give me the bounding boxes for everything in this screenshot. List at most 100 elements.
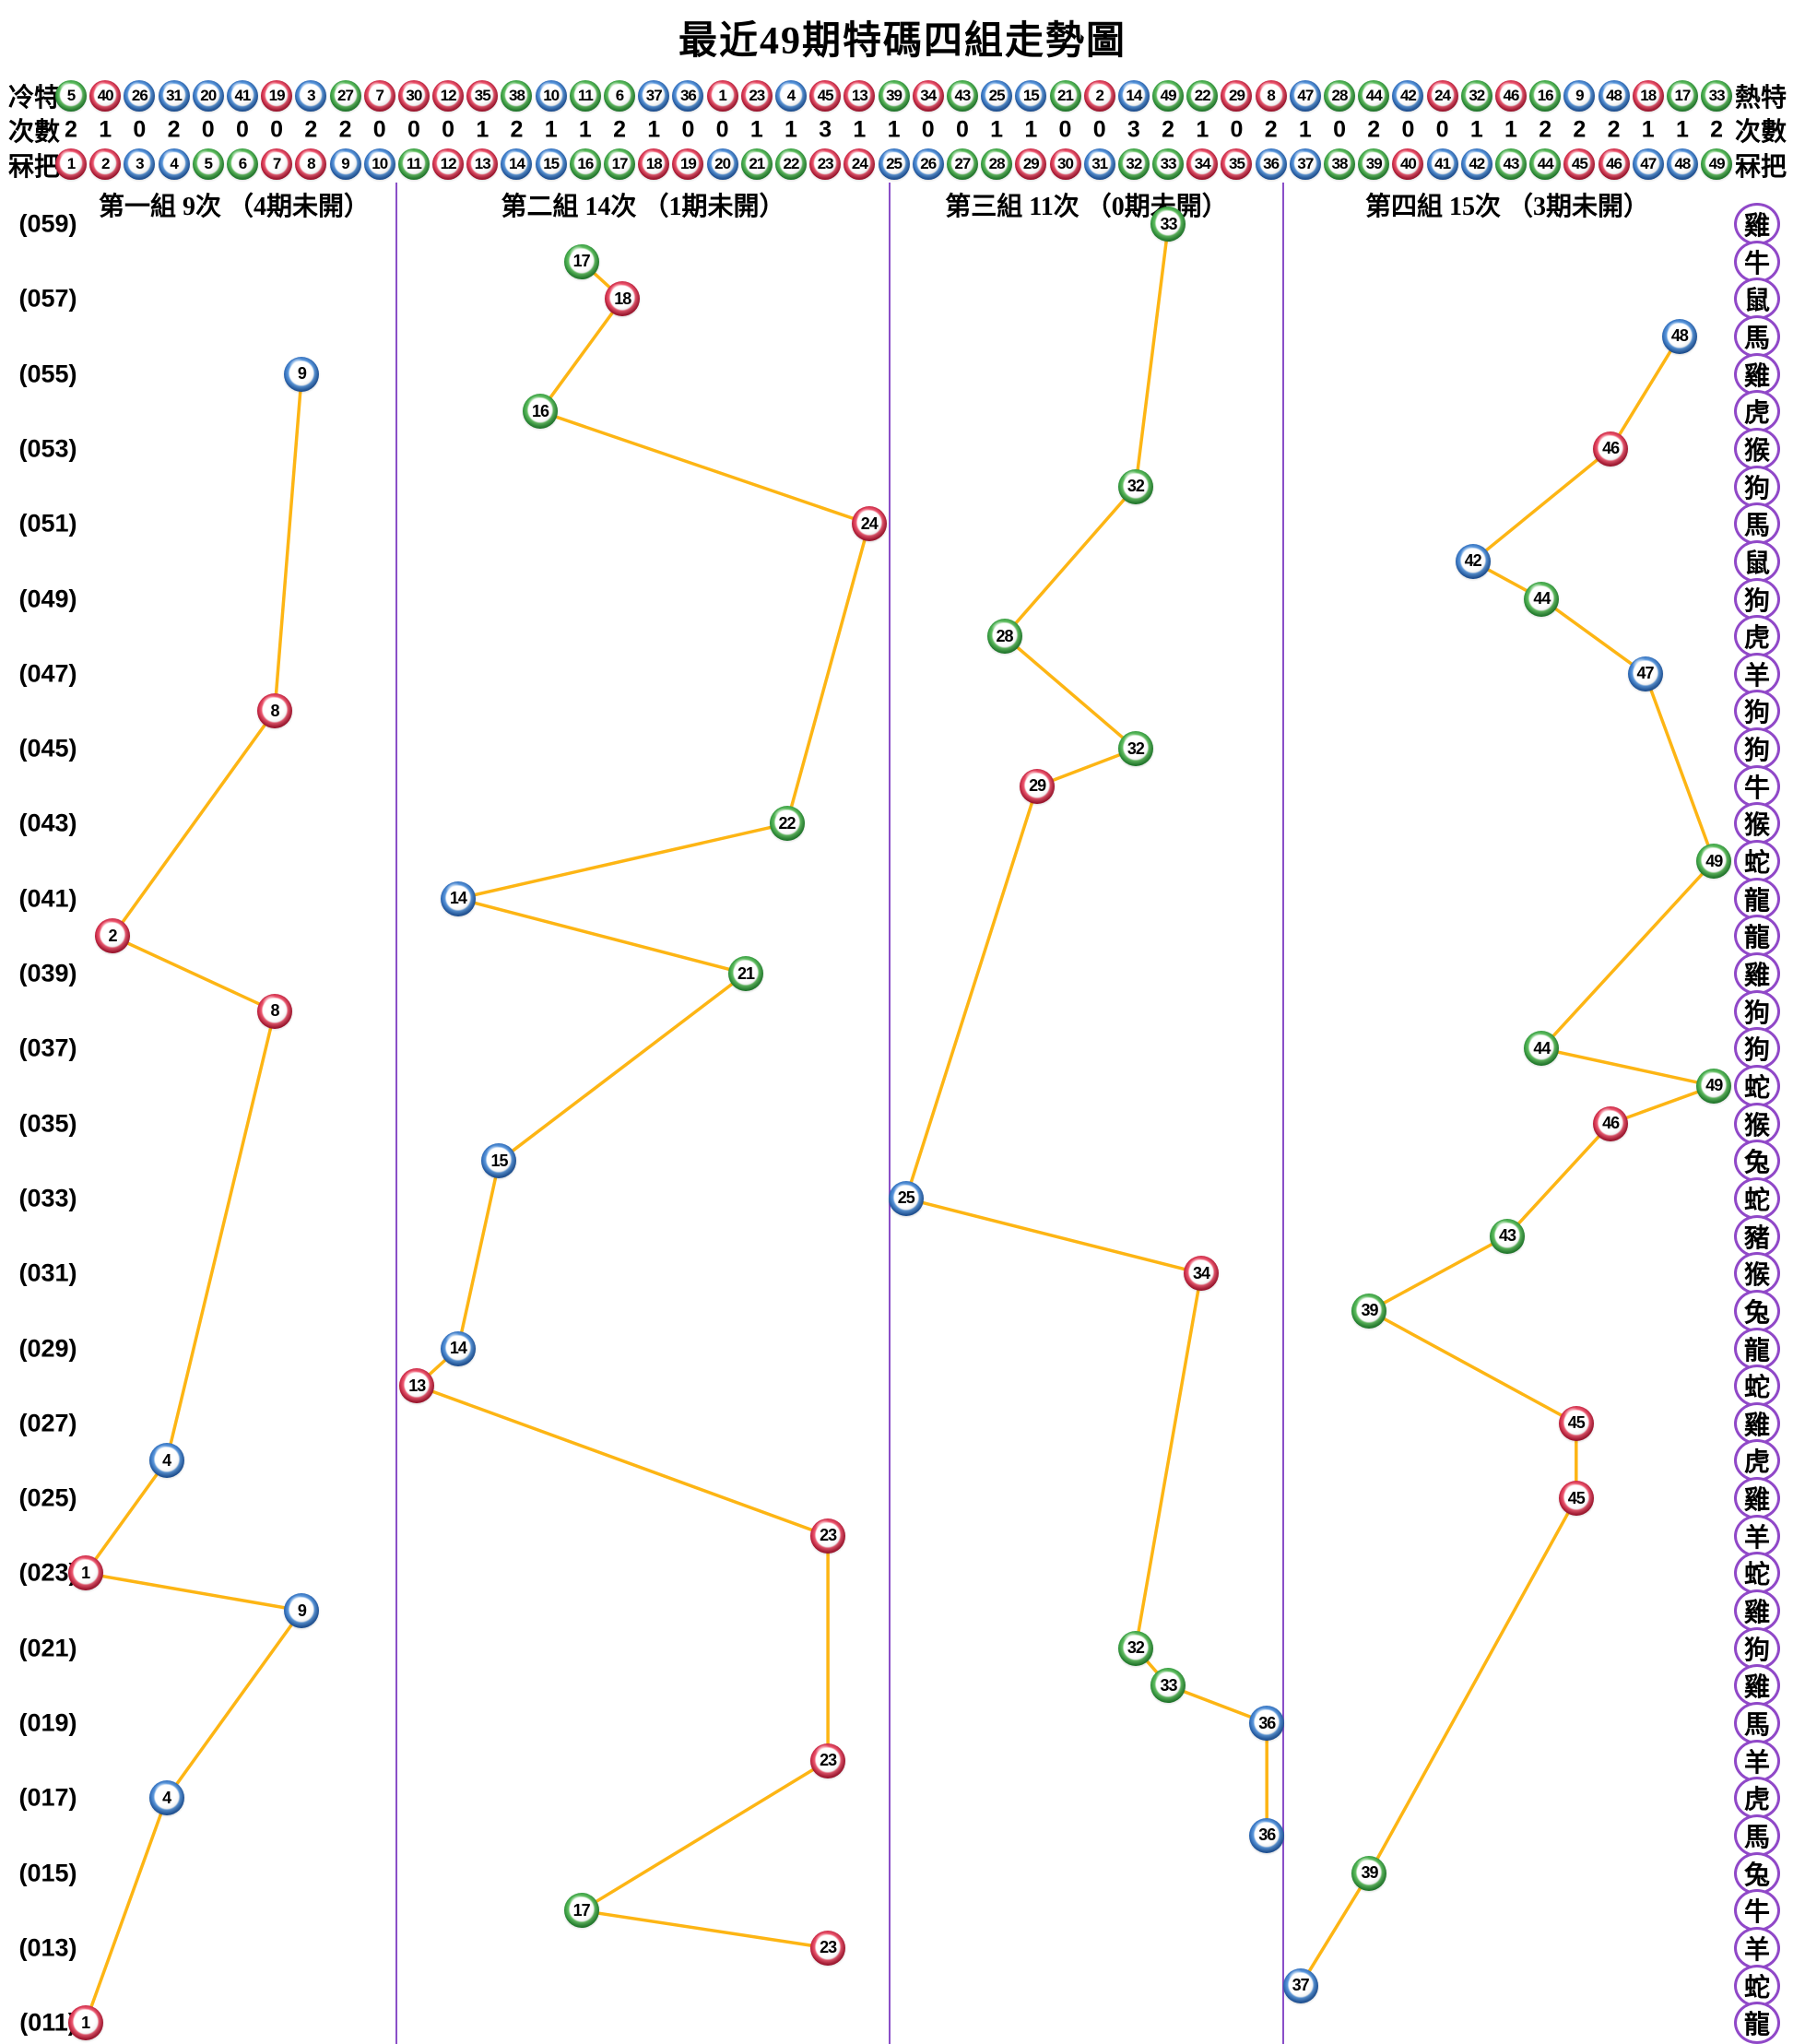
- number-ball: 9: [329, 148, 361, 180]
- chart-ball: 18: [605, 281, 641, 317]
- zodiac-badge: 狗: [1734, 1626, 1780, 1670]
- number-ball: 40: [1392, 148, 1424, 180]
- count-value: 0: [1230, 116, 1244, 143]
- count-value: 0: [235, 116, 249, 143]
- number-ball: 46: [1598, 148, 1630, 180]
- period-label: (049): [18, 585, 77, 612]
- period-label: (043): [18, 809, 77, 837]
- cold-order-ball: 19: [261, 80, 293, 112]
- chart-ball: 32: [1117, 731, 1153, 767]
- zodiac-badge: 蛇: [1734, 1964, 1780, 2007]
- count-value: 2: [65, 116, 77, 143]
- zodiac-badge: 狗: [1734, 727, 1780, 771]
- cold-order-ball: 34: [912, 80, 944, 112]
- count-value: 0: [372, 116, 386, 143]
- number-ball: 38: [1324, 148, 1356, 180]
- number-ball: 5: [192, 148, 224, 180]
- count-value: 1: [785, 116, 797, 143]
- group-1-title: 第一組 9次 （4期未開）: [98, 193, 371, 221]
- count-value: 3: [819, 116, 832, 143]
- number-ball: 10: [363, 148, 395, 180]
- period-label: (045): [18, 734, 77, 762]
- zodiac-badge: 龍: [1734, 2002, 1780, 2044]
- cold-order-ball: 45: [809, 80, 842, 112]
- cold-order-ball: 40: [89, 80, 122, 112]
- chart-ball: 8: [257, 693, 292, 729]
- cold-order-ball: 28: [1324, 80, 1356, 112]
- number-ball: 19: [672, 148, 704, 180]
- group-divider: [1282, 183, 1284, 2044]
- number-ball: 8: [295, 148, 327, 180]
- count-value: 2: [1710, 116, 1724, 143]
- cold-order-ball: 38: [501, 80, 533, 112]
- period-label: (019): [18, 1708, 77, 1737]
- cold-order-ball: 47: [1289, 80, 1321, 112]
- number-ball: 35: [1221, 148, 1253, 180]
- number-ball: 27: [946, 148, 978, 180]
- count-value: 2: [1162, 116, 1175, 143]
- number-ball: 25: [878, 148, 910, 180]
- chart-ball: 46: [1593, 1105, 1629, 1141]
- period-label: (029): [18, 1334, 77, 1362]
- cold-order-ball: 32: [1460, 80, 1492, 112]
- period-label: (057): [18, 284, 77, 313]
- chart-ball: 17: [563, 1893, 599, 1929]
- cold-order-ball: 11: [569, 80, 601, 112]
- count-value: 0: [1333, 116, 1346, 143]
- zodiac-badge: 牛: [1734, 240, 1780, 283]
- chart-ball: 23: [810, 1930, 846, 1966]
- chart-ball: 32: [1117, 1630, 1153, 1666]
- count-value: 2: [338, 116, 352, 143]
- cold-order-ball: 46: [1494, 80, 1527, 112]
- cold-order-ball: 26: [124, 80, 156, 112]
- group-4-title: 第四組 15次 （3期未開）: [1364, 193, 1650, 221]
- cold-order-ball: 22: [1186, 80, 1219, 112]
- cold-order-ball: 7: [363, 80, 395, 112]
- period-label: (027): [18, 1409, 77, 1437]
- cold-order-ball: 6: [604, 80, 636, 112]
- cold-order-ball: 20: [192, 80, 224, 112]
- number-ball: 33: [1152, 148, 1185, 180]
- count-value: 0: [1435, 116, 1449, 143]
- count-value: 2: [1264, 116, 1278, 143]
- cold-order-ball: 13: [844, 80, 876, 112]
- zodiac-badge: 雞: [1734, 203, 1780, 245]
- zodiac-badge: 狗: [1734, 577, 1780, 620]
- number-label-right: 冧把: [1734, 153, 1787, 182]
- period-label: (055): [18, 360, 77, 388]
- zodiac-badge: 馬: [1734, 1814, 1780, 1857]
- count-value: 1: [476, 116, 490, 143]
- chart-ball: 4: [148, 1443, 184, 1479]
- count-value: 3: [1127, 116, 1140, 143]
- number-ball: 21: [740, 148, 773, 180]
- chart-ball: 14: [440, 880, 476, 916]
- chart-ball: 25: [888, 1180, 924, 1216]
- chart-ball: 36: [1249, 1817, 1285, 1853]
- count-value: 1: [749, 116, 763, 143]
- cold-order-ball: 44: [1358, 80, 1390, 112]
- counts-label-left: 次數: [7, 118, 61, 147]
- number-ball: 15: [535, 148, 567, 180]
- cold-order-ball: 5: [55, 80, 87, 112]
- count-value: 2: [1573, 116, 1587, 143]
- count-value: 1: [853, 116, 867, 143]
- zodiac-badge: 牛: [1734, 764, 1780, 808]
- cold-order-ball: 49: [1152, 80, 1185, 112]
- count-value: 0: [921, 116, 935, 143]
- cold-order-ball: 14: [1117, 80, 1150, 112]
- count-value: 1: [887, 116, 901, 143]
- zodiac-badge: 豬: [1734, 1214, 1780, 1258]
- zodiac-badge: 羊: [1734, 652, 1780, 695]
- count-value: 2: [1607, 116, 1621, 143]
- zodiac-badge: 狗: [1734, 690, 1780, 733]
- period-label: (039): [18, 959, 77, 987]
- zodiac-badge: 馬: [1734, 502, 1780, 546]
- zodiac-badge: 鼠: [1734, 278, 1780, 321]
- cold-order-ball: 18: [1632, 80, 1664, 112]
- chart-ball: 47: [1627, 656, 1663, 691]
- chart-ball: 9: [284, 1593, 320, 1629]
- number-ball: 11: [397, 148, 430, 180]
- cold-order-ball: 23: [740, 80, 773, 112]
- chart-ball: 36: [1249, 1706, 1285, 1741]
